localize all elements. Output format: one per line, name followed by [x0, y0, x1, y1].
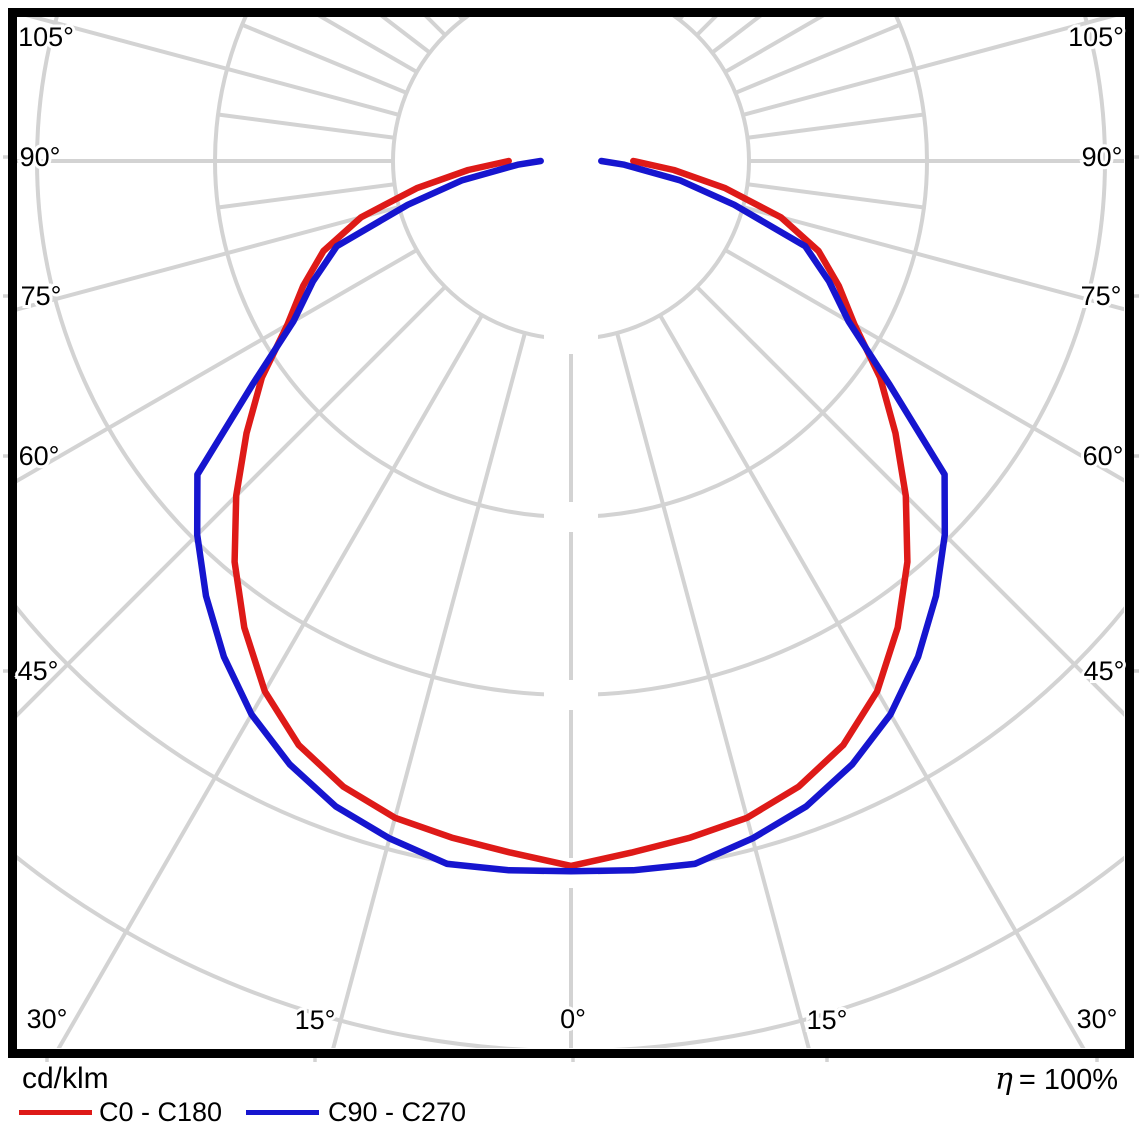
grid-spoke-major — [25, 17, 400, 117]
legend: C0 - C180 C90 - C270 — [0, 1096, 1142, 1132]
legend-label-c0-c180: C0 - C180 — [99, 1097, 223, 1127]
grid-spoke-major — [0, 0, 482, 7]
angle-label: 15° — [295, 1005, 336, 1035]
grid-spoke-minor — [241, 22, 408, 95]
angle-labels: 105° 90° 75° 60° 45° 30° 15° 0° 15° 30° 45° 60° 75° 9… — [15, 19, 1128, 1038]
angle-label: 45° — [1084, 656, 1125, 686]
grid-spoke-major — [17, 248, 418, 484]
grid-spoke-major — [724, 248, 1124, 483]
grid-spoke-minor — [747, 182, 925, 210]
angle-label: 105° — [1068, 22, 1124, 52]
curve-c90-c270 — [193, 157, 949, 875]
grid-spoke-major — [695, 285, 1124, 717]
unit-label: cd/klm — [22, 1062, 109, 1095]
grid-spoke-minor — [217, 112, 395, 140]
grid-spoke-major — [660, 0, 1142, 7]
ring-label-slot — [544, 324, 598, 354]
angle-label: 15° — [807, 1005, 848, 1035]
angle-label: 45° — [18, 656, 59, 686]
angle-label: 75° — [1081, 281, 1122, 311]
ring-label-slot — [544, 502, 598, 532]
angle-label: 30° — [1077, 1004, 1118, 1034]
angle-label: 0° — [560, 1004, 586, 1034]
angle-label: 75° — [21, 281, 62, 311]
angle-label: 90° — [20, 142, 61, 172]
grid-spoke-minor — [710, 17, 762, 55]
grid-spoke-major — [17, 285, 447, 718]
grid-spoke-minor — [380, 17, 432, 55]
grid-spoke-major — [56, 314, 484, 1048]
grid-spoke-minor — [217, 182, 395, 210]
ring-label-slot — [544, 680, 598, 710]
grid-spoke-major — [742, 205, 1124, 312]
grid-spoke-major — [17, 205, 400, 312]
efficiency-label: η = 100% — [995, 1062, 1118, 1097]
grid-spoke-major — [742, 17, 1117, 117]
curves — [193, 157, 949, 875]
grid-spoke-major — [658, 314, 1086, 1048]
angle-label: 60° — [1083, 441, 1124, 471]
polar-plot: 105° 90° 75° 60° 45° 30° 15° 0° 15° 30° 45° 60° 75° 9… — [0, 0, 1142, 1062]
angle-label: 105° — [18, 22, 74, 52]
angle-label: 60° — [19, 441, 60, 471]
legend-swatch-c90-c270 — [246, 1110, 319, 1115]
polar-grid — [0, 0, 1142, 1048]
eta-symbol: η — [994, 1062, 1013, 1097]
grid-spoke-major — [615, 332, 811, 1048]
grid-spoke-minor — [734, 22, 901, 95]
grid-spoke-minor — [747, 112, 925, 140]
angle-label: 30° — [27, 1004, 68, 1034]
legend-label-c90-c270: C90 - C270 — [328, 1097, 467, 1127]
efficiency-value: = 100% — [1018, 1064, 1118, 1096]
plot-border — [8, 8, 1134, 1058]
legend-swatch-c0-c180 — [19, 1110, 92, 1115]
angle-label: 90° — [1082, 142, 1123, 172]
grid-spoke-major — [331, 332, 527, 1048]
